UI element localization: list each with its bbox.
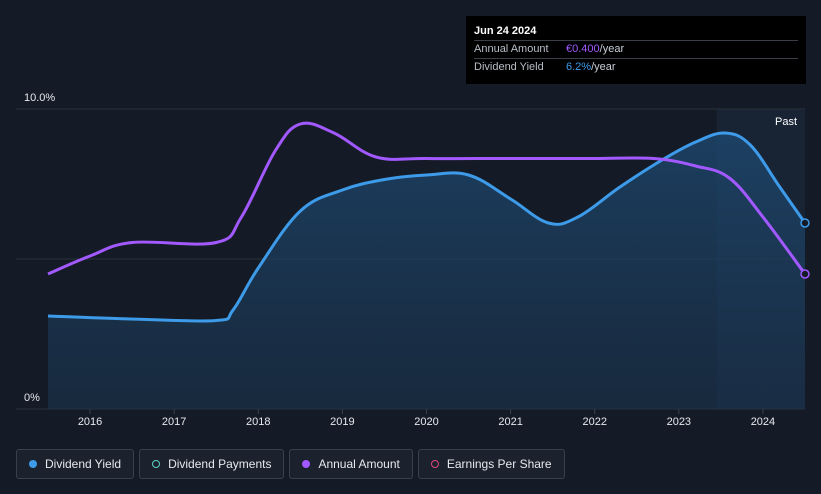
legend-dot-icon [302, 460, 311, 468]
legend-ring-icon [430, 460, 439, 468]
x-tick-label: 2017 [162, 416, 186, 428]
x-tick-label: 2021 [498, 416, 522, 428]
x-tick-label: 2018 [246, 416, 270, 428]
tooltip-row-annual-amount: Annual Amount €0.400 /year [474, 40, 798, 58]
legend-label: Annual Amount [318, 457, 400, 471]
annual-amount-series-line [47, 121, 807, 276]
legend-item-earnings-per-share[interactable]: Earnings Per Share [417, 449, 565, 479]
x-tick-label: 2024 [751, 416, 775, 428]
tooltip-date: Jun 24 2024 [474, 25, 537, 37]
yield-end-point[interactable] [800, 218, 810, 228]
legend-label: Dividend Yield [45, 457, 122, 471]
y-tick-label-top: 10.0% [24, 92, 55, 104]
x-tick-label: 2020 [414, 416, 438, 428]
x-tick-label: 2016 [78, 416, 102, 428]
legend-item-dividend-payments[interactable]: Dividend Payments [139, 449, 285, 479]
tooltip-value: €0.400 [566, 43, 600, 55]
legend-label: Earnings Per Share [446, 457, 552, 471]
past-label: Past [775, 116, 797, 128]
x-axis-ticks: 2016 2017 2018 2019 2020 2021 2022 2023 2024 [78, 409, 775, 428]
tooltip: Jun 24 2024 Annual Amount €0.400 /year D… [466, 16, 806, 84]
legend-item-annual-amount[interactable]: Annual Amount [289, 449, 413, 479]
tooltip-label: Dividend Yield [474, 61, 544, 73]
yield-area [48, 132, 805, 409]
x-tick-label: 2022 [582, 416, 606, 428]
tooltip-unit: /year [591, 61, 616, 73]
tooltip-value: 6.2% [566, 61, 592, 73]
annual-amount-end-point[interactable] [800, 269, 810, 279]
x-tick-label: 2019 [330, 416, 354, 428]
legend-label: Dividend Payments [168, 457, 272, 471]
legend: Dividend Yield Dividend Payments Annual … [16, 449, 565, 481]
y-tick-label-bottom: 0% [24, 392, 40, 404]
legend-ring-icon [152, 460, 161, 468]
legend-dot-icon [29, 460, 37, 468]
yield-series-line [47, 131, 807, 323]
tooltip-row-dividend-yield: Dividend Yield 6.2% /year [474, 58, 798, 76]
tooltip-label: Annual Amount [474, 43, 549, 55]
tooltip-unit: /year [599, 43, 625, 55]
legend-item-dividend-yield[interactable]: Dividend Yield [16, 449, 135, 479]
x-tick-label: 2023 [667, 416, 691, 428]
